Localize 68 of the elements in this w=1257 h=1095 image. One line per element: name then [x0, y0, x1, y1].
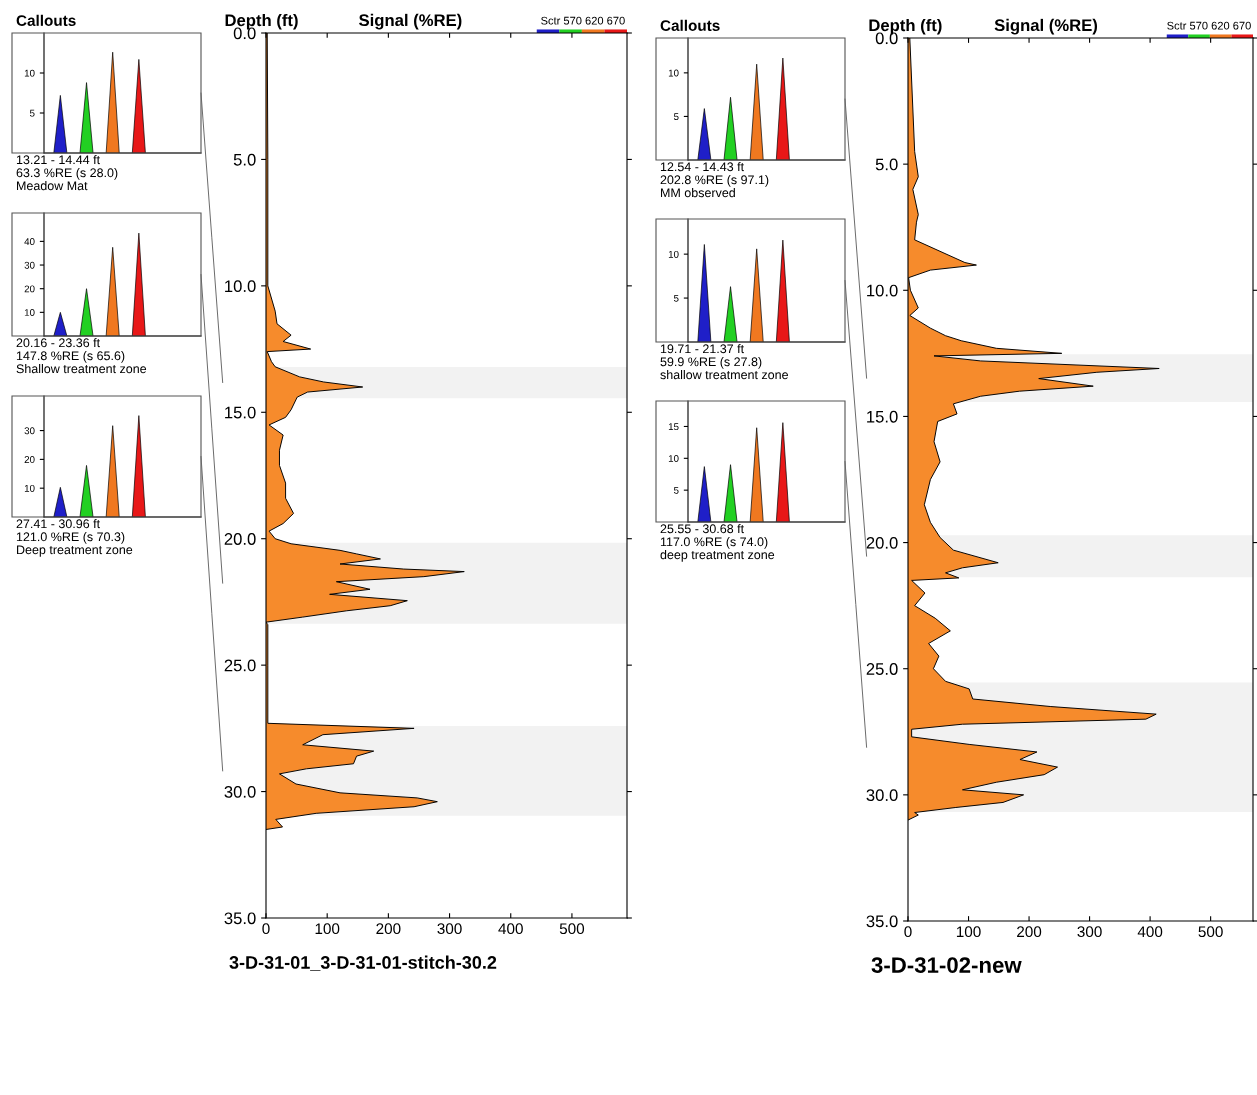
text: 117.0 %RE (s 74.0)	[660, 537, 768, 549]
y-tick-label: 25.0	[866, 663, 898, 675]
y-tick-label: 40	[24, 238, 35, 245]
y-tick-label: 20.0	[866, 536, 898, 549]
text: shallow treatment zone	[660, 370, 788, 380]
y-tick-label: 20	[24, 285, 35, 293]
y-tick-label: 15.0	[225, 406, 256, 419]
x-tick-label: 300	[437, 923, 462, 935]
y-tick-label: 35.0	[224, 912, 256, 925]
x-tick-label: 200	[1017, 926, 1042, 938]
y-tick-label: 15	[668, 423, 679, 431]
x-tick-label: 0	[262, 923, 270, 935]
x-tick-label: 100	[315, 923, 340, 935]
y-tick-label: 30	[24, 427, 35, 435]
text: 63.3 %RE (s 28.0)	[16, 168, 118, 180]
chart-title: Callouts	[16, 14, 76, 26]
text: 3-D-31-02-new	[871, 957, 1022, 973]
text: Meadow Mat	[17, 181, 88, 191]
y-tick-label: 5	[673, 294, 679, 302]
chart-title: Callouts	[660, 19, 720, 31]
y-tick-label: 10	[668, 455, 679, 462]
y-tick-label: 25.0	[224, 659, 256, 672]
text: Sctr 570 620 670	[541, 16, 625, 25]
y-tick-label: 35.0	[866, 915, 898, 928]
y-tick-label: 30	[24, 261, 35, 269]
text: 12.54 - 14.43 ft	[660, 162, 744, 172]
x-tick-label: 500	[559, 923, 585, 935]
y-tick-label: 10	[24, 309, 35, 316]
y-tick-label: 10.0	[225, 280, 256, 293]
x-tick-label: 0	[904, 926, 912, 938]
y-tick-label: 20.0	[224, 533, 256, 545]
text: 27.41 - 30.96 ft	[16, 519, 100, 529]
y-tick-label: 15.0	[867, 410, 898, 423]
x-tick-label: 300	[1077, 926, 1102, 938]
text: 59.9 %RE (s 27.8)	[660, 357, 762, 369]
y-tick-label: 5	[673, 113, 679, 121]
text: deep treatment zone	[660, 550, 775, 562]
x-tick-label: 400	[1137, 926, 1163, 938]
text: 147.8 %RE (s 65.6)	[16, 351, 125, 363]
y-tick-label: 20	[24, 456, 35, 463]
y-tick-label: 10.0	[867, 284, 898, 297]
y-tick-label: 30.0	[224, 785, 256, 798]
text: Deep treatment zone	[17, 545, 133, 557]
y-tick-label: 10	[668, 250, 679, 258]
text: 3-D-31-01_3-D-31-01-stitch-30.2	[229, 955, 497, 971]
y-tick-label: 5.0	[233, 153, 256, 166]
x-tick-label: 200	[376, 923, 401, 935]
text: 25.55 - 30.68 ft	[660, 524, 744, 534]
x-axis-title: Signal (%RE)	[994, 18, 1098, 35]
y-tick-label: 10	[668, 69, 679, 77]
y-tick-label: 5	[673, 486, 679, 494]
text: Shallow treatment zone	[16, 364, 147, 374]
text: 202.8 %RE (s 97.1)	[660, 175, 769, 187]
y-tick-label: 30.0	[866, 789, 898, 802]
x-axis-title: Signal (%RE)	[359, 13, 462, 30]
text: 20.16 - 23.36 ft	[16, 338, 100, 348]
text: Sctr 570 620 670	[1167, 21, 1251, 30]
x-tick-label: 100	[956, 926, 981, 938]
y-tick-label: 10	[24, 69, 35, 77]
text: 121.0 %RE (s 70.3)	[16, 532, 125, 544]
text: 13.21 - 14.44 ft	[16, 155, 100, 165]
x-tick-label: 500	[1198, 926, 1223, 938]
y-tick-label: 5	[29, 109, 35, 117]
y-tick-label: 5.0	[875, 158, 898, 171]
text: MM observed	[661, 188, 735, 198]
text: 19.71 - 21.37 ft	[660, 344, 744, 354]
y-tick-label: 10	[24, 484, 35, 492]
x-tick-label: 400	[498, 923, 523, 935]
